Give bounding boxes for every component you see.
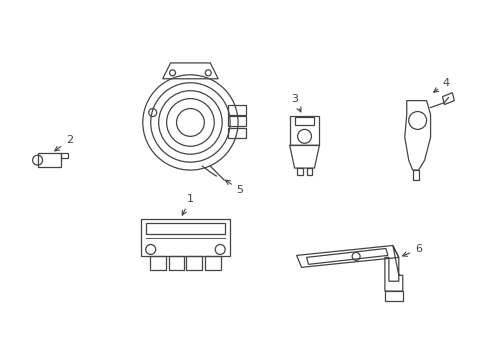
Text: 5: 5 (225, 180, 244, 195)
Text: 6: 6 (403, 244, 422, 256)
Text: 4: 4 (434, 78, 450, 92)
Text: 3: 3 (291, 94, 301, 112)
Text: 2: 2 (55, 135, 73, 151)
Text: 1: 1 (182, 194, 194, 215)
